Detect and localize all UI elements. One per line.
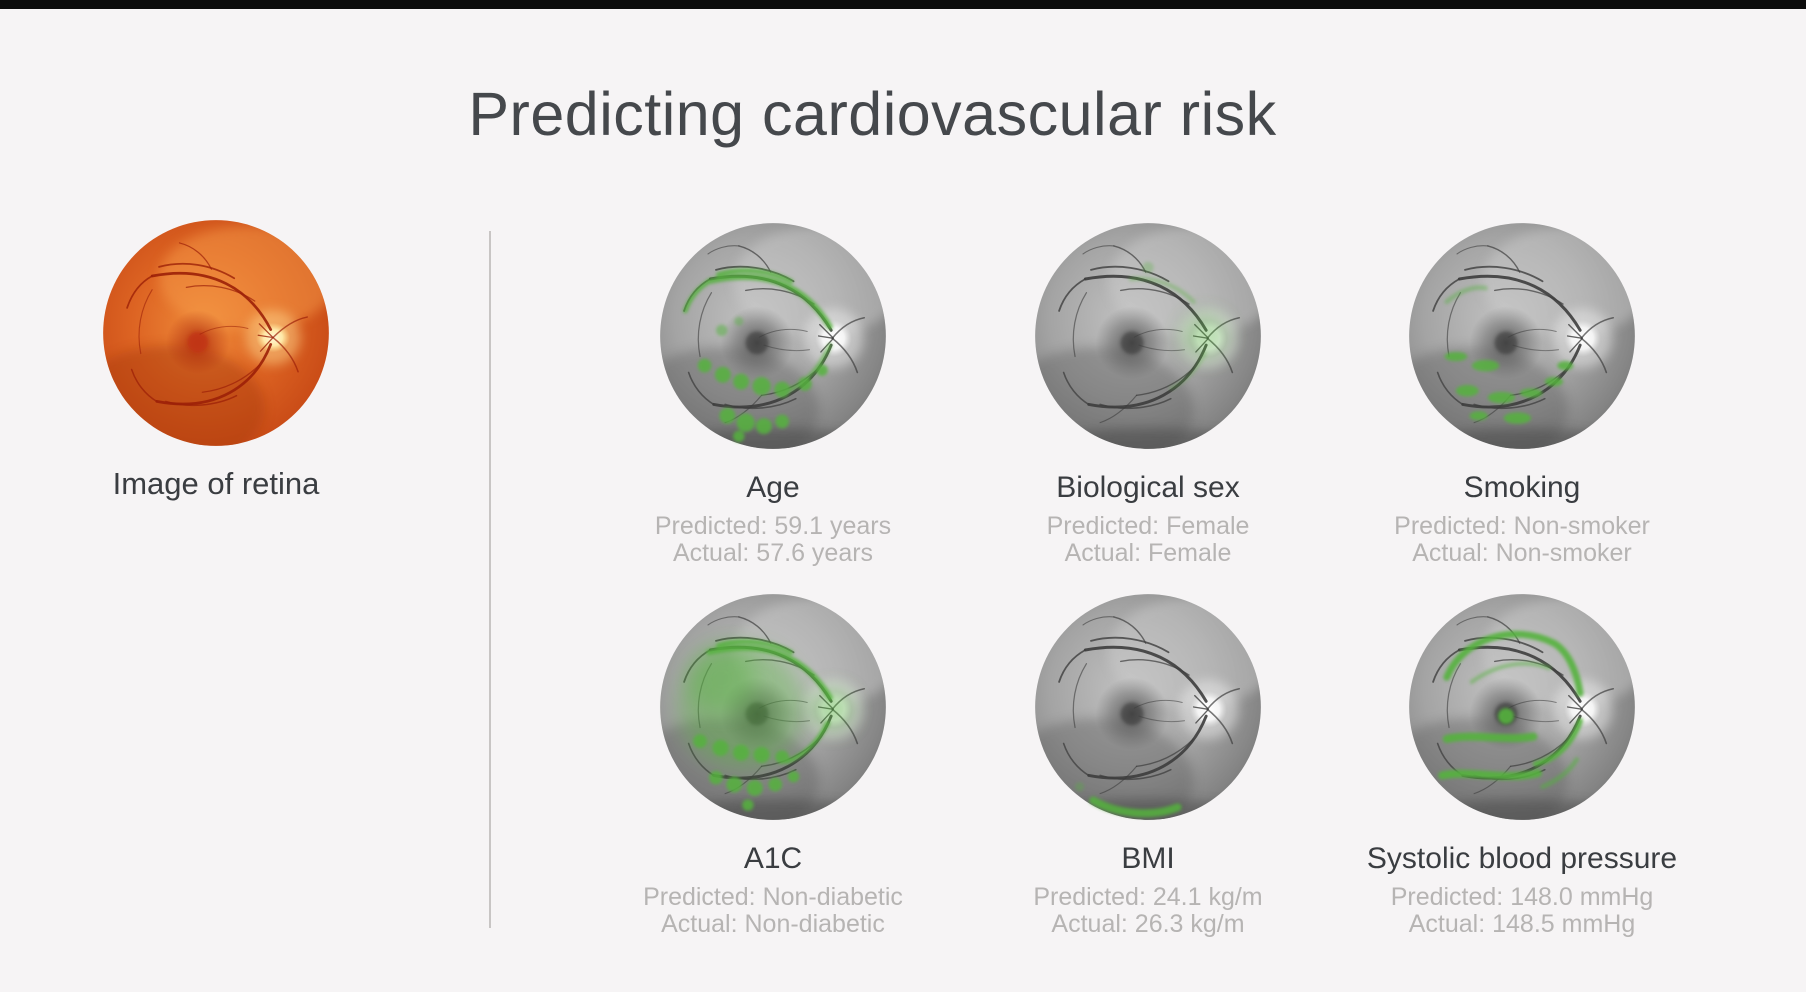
prediction-label: Age	[746, 471, 800, 504]
prediction-cell-age: Age Predicted: 59.1 years Actual: 57.6 y…	[583, 222, 963, 567]
prediction-label: Systolic blood pressure	[1366, 842, 1678, 875]
prediction-cell-systolic-blood-pressure: Systolic blood pressure Predicted: 148.0…	[1332, 593, 1712, 938]
prediction-label: Smoking	[1463, 471, 1581, 504]
prediction-cell-biological-sex: Biological sex Predicted: Female Actual:…	[958, 222, 1338, 567]
prediction-cell-bmi: BMI Predicted: 24.1 kg/m Actual: 26.3 kg…	[958, 593, 1338, 938]
retina-heatmap-bmi-image	[1034, 593, 1262, 821]
predicted-value: Predicted: Non-smoker	[1394, 512, 1650, 540]
slide-title: Predicting cardiovascular risk	[468, 79, 1277, 148]
retina-heatmap-smoking-image	[1408, 222, 1636, 450]
prediction-label: A1C	[743, 842, 803, 875]
vertical-divider	[489, 231, 491, 928]
predicted-value: Predicted: 148.0 mmHg	[1390, 883, 1654, 911]
prediction-label: BMI	[1121, 842, 1175, 875]
predicted-value: Predicted: 59.1 years	[654, 512, 892, 540]
actual-value: Actual: Female	[1064, 539, 1232, 567]
prediction-cell-smoking: Smoking Predicted: Non-smoker Actual: No…	[1332, 222, 1712, 567]
actual-value: Actual: Non-diabetic	[661, 910, 885, 938]
predicted-value: Predicted: 24.1 kg/m	[1033, 883, 1263, 911]
retina-color-image	[102, 219, 330, 447]
actual-value: Actual: 148.5 mmHg	[1408, 910, 1636, 938]
prediction-label: Biological sex	[1056, 471, 1240, 504]
actual-value: Actual: 26.3 kg/m	[1051, 910, 1245, 938]
actual-value: Actual: Non-smoker	[1412, 539, 1632, 567]
letterbox-top-bar	[0, 0, 1806, 9]
retina-heatmap-a1c-image	[659, 593, 887, 821]
retina-heatmap-systolic-image	[1408, 593, 1636, 821]
actual-value: Actual: 57.6 years	[672, 539, 874, 567]
retina-caption: Image of retina	[112, 466, 320, 501]
prediction-cell-a1c: A1C Predicted: Non-diabetic Actual: Non-…	[583, 593, 963, 938]
retina-heatmap-biological-sex-image	[1034, 222, 1262, 450]
predicted-value: Predicted: Non-diabetic	[643, 883, 903, 911]
predicted-value: Predicted: Female	[1046, 512, 1250, 540]
retina-heatmap-age-image	[659, 222, 887, 450]
